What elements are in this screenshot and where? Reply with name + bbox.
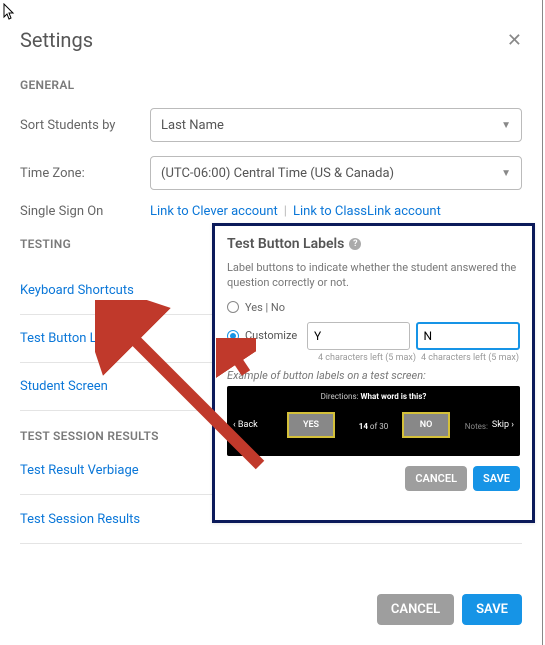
cursor-icon [3,3,17,25]
sso-links: Link to Clever account | Link to ClassLi… [150,204,441,219]
popup-description: Label buttons to indicate whether the st… [227,260,520,291]
radio-yes-no[interactable] [227,301,239,313]
popup-title: Test Button Labels [227,236,344,252]
link-clever[interactable]: Link to Clever account [150,204,278,219]
popup-title-row: Test Button Labels ? [227,236,520,252]
caret-down-icon: ▼ [501,168,511,179]
sort-students-value: Last Name [161,118,224,133]
custom-yes-input[interactable] [307,322,410,350]
radio-customize[interactable] [227,330,239,342]
sort-students-select[interactable]: Last Name ▼ [150,108,522,142]
preview-skip: Skip › [492,420,514,430]
char-hints: 4 characters left (5 max) 4 characters l… [317,353,520,363]
modal-footer: CANCEL SAVE [377,594,522,625]
modal-header: Settings ✕ [20,28,522,52]
item-label: Test Session Results [20,512,140,527]
sort-students-row: Sort Students by Last Name ▼ [20,108,522,142]
item-label: Student Screen [20,379,108,394]
timezone-label: Time Zone: [20,166,140,181]
popup-footer: CANCEL SAVE [227,466,520,491]
custom-no-input[interactable] [416,322,521,350]
char-hint-no: 4 characters left (5 max) [420,353,520,363]
help-icon[interactable]: ? [349,238,361,250]
example-label: Example of button labels on a test scree… [227,369,520,382]
timezone-value: (UTC-06:00) Central Time (US & Canada) [161,166,394,181]
item-label: Keyboard Shortcuts [20,283,134,298]
popup-cancel-button[interactable]: CANCEL [405,466,467,491]
radio-yes-no-label: Yes | No [245,301,285,314]
radio-yes-no-row[interactable]: Yes | No [227,301,520,314]
preview-counter: 14 of 30 [359,422,389,431]
sort-students-label: Sort Students by [20,118,140,133]
sso-label: Single Sign On [20,204,140,219]
sso-row: Single Sign On Link to Clever account | … [20,204,522,219]
modal-title: Settings [20,28,93,52]
preview-yes-button: YES [287,412,335,438]
link-classlink[interactable]: Link to ClassLink account [293,204,441,219]
radio-customize-label: Customize [245,329,301,342]
char-hint-yes: 4 characters left (5 max) [317,353,417,363]
directions-text: What word is this? [361,392,427,401]
cancel-button[interactable]: CANCEL [377,594,454,625]
preview-back: ‹ Back [233,420,258,430]
counter-current: 14 [359,422,368,431]
item-label: Test Result Verbiage [20,463,139,478]
directions-label: Directions: [321,392,359,401]
caret-down-icon: ▼ [501,120,511,131]
popup-save-button[interactable]: SAVE [473,466,520,491]
test-screen-preview: Directions: What word is this? ‹ Back YE… [227,386,520,456]
radio-customize-row: Customize [227,322,520,350]
test-button-labels-popup: Test Button Labels ? Label buttons to in… [212,223,535,523]
close-icon[interactable]: ✕ [507,30,522,51]
preview-no-button: NO [402,412,450,438]
timezone-row: Time Zone: (UTC-06:00) Central Time (US … [20,156,522,190]
general-heading: GENERAL [20,78,522,92]
preview-directions: Directions: What word is this? [321,392,427,401]
item-label: Test Button Labels [20,331,128,346]
separator: | [284,204,287,219]
counter-total: of 30 [370,422,388,431]
preview-notes: Notes: [465,422,488,431]
timezone-select[interactable]: (UTC-06:00) Central Time (US & Canada) ▼ [150,156,522,190]
save-button[interactable]: SAVE [462,594,522,625]
